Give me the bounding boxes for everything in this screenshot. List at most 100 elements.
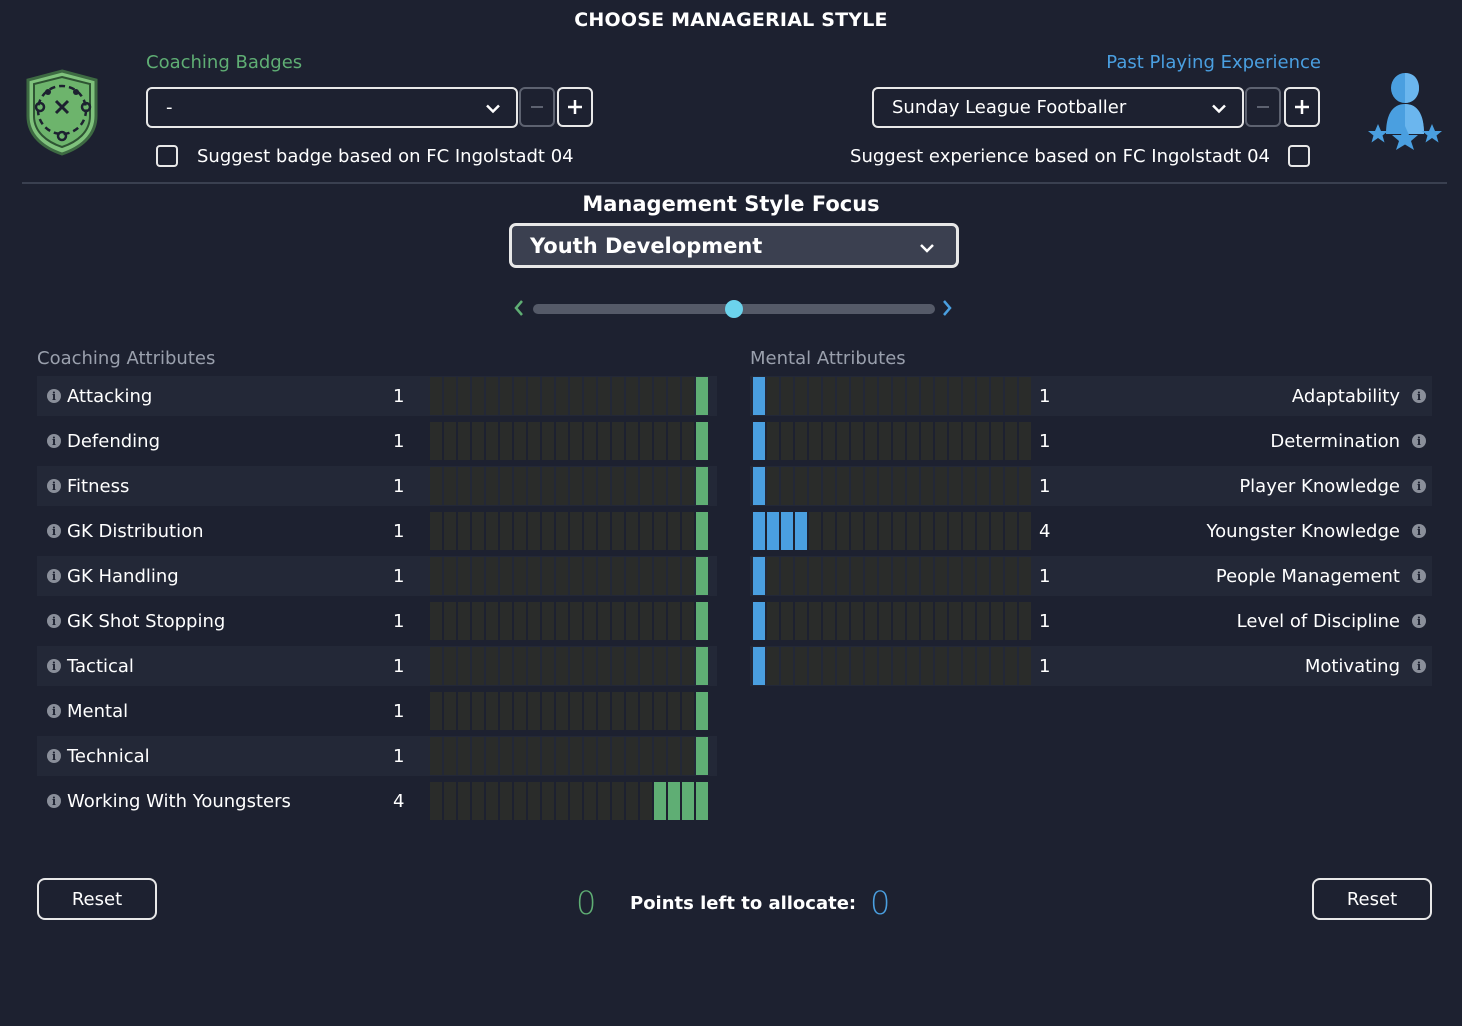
attribute-bar-segment xyxy=(570,782,582,820)
attribute-bar-segment xyxy=(584,692,596,730)
info-icon[interactable]: i xyxy=(47,524,61,538)
attribute-bar-segment xyxy=(500,467,512,505)
info-icon[interactable]: i xyxy=(1412,614,1426,628)
attribute-bar-segment xyxy=(682,647,694,685)
past-experience-increase-button[interactable] xyxy=(1284,87,1320,127)
attribute-bar-segment xyxy=(430,467,442,505)
attribute-bar-segment xyxy=(963,377,975,415)
info-icon[interactable]: i xyxy=(1412,524,1426,538)
attribute-bar-segment xyxy=(598,782,610,820)
info-icon[interactable]: i xyxy=(47,479,61,493)
attribute-bar-segment xyxy=(430,377,442,415)
attribute-bar-segment xyxy=(823,557,835,595)
attribute-bar-segment xyxy=(1019,467,1031,505)
attribute-bar-segment xyxy=(921,512,933,550)
coaching-badge-increase-button[interactable] xyxy=(557,87,593,127)
attribute-value: 1 xyxy=(1039,430,1051,452)
attribute-bar-segment xyxy=(458,647,470,685)
attribute-bar-segment xyxy=(949,557,961,595)
attribute-bar-segment xyxy=(654,467,666,505)
minus-icon xyxy=(531,106,543,108)
attribute-bar-segment xyxy=(584,647,596,685)
attribute-bar-segment xyxy=(500,557,512,595)
attribute-bar-segment xyxy=(514,557,526,595)
attribute-bar-segment xyxy=(795,422,807,460)
attribute-bar-segment xyxy=(837,422,849,460)
attribute-bar-segment xyxy=(823,377,835,415)
coaching-attribute-row: i GK Shot Stopping 1 xyxy=(37,601,717,641)
coaching-badge-decrease-button[interactable] xyxy=(519,87,555,127)
suggest-experience-checkbox[interactable] xyxy=(1288,145,1310,167)
attribute-bar-segment xyxy=(991,647,1003,685)
reset-mental-button[interactable]: Reset xyxy=(1312,878,1432,920)
attribute-value: 1 xyxy=(1039,475,1051,497)
info-icon[interactable]: i xyxy=(47,749,61,763)
attribute-name: GK Distribution xyxy=(67,520,204,542)
attribute-bar-segment xyxy=(668,647,680,685)
info-icon[interactable]: i xyxy=(47,794,61,808)
attribute-value: 1 xyxy=(1039,655,1051,677)
attribute-bar-segment xyxy=(514,647,526,685)
info-icon[interactable]: i xyxy=(47,704,61,718)
attribute-bar-segment xyxy=(767,422,779,460)
info-icon[interactable]: i xyxy=(47,434,61,448)
attribute-bar-segment xyxy=(753,647,765,685)
attribute-bar-segment xyxy=(949,512,961,550)
attribute-bar-segment xyxy=(626,692,638,730)
attribute-bar-segment xyxy=(851,422,863,460)
past-experience-label: Past Playing Experience xyxy=(1106,52,1321,73)
mental-attribute-row: 1 People Management i xyxy=(750,556,1432,596)
past-experience-dropdown[interactable]: Sunday League Footballer xyxy=(872,87,1244,128)
focus-slider-thumb[interactable] xyxy=(725,300,743,318)
attribute-bar-segment xyxy=(921,557,933,595)
info-icon[interactable]: i xyxy=(1412,434,1426,448)
attribute-bar xyxy=(430,377,708,415)
attribute-bar-segment xyxy=(514,737,526,775)
info-icon[interactable]: i xyxy=(47,614,61,628)
attribute-bar-segment xyxy=(781,422,793,460)
coaching-attribute-row: i Working With Youngsters 4 xyxy=(37,781,717,821)
attribute-bar-segment xyxy=(851,377,863,415)
past-experience-decrease-button[interactable] xyxy=(1245,87,1281,127)
management-style-focus-dropdown[interactable]: Youth Development xyxy=(509,223,959,268)
attribute-bar-segment xyxy=(823,467,835,505)
attribute-bar-segment xyxy=(486,377,498,415)
attribute-bar-segment xyxy=(640,602,652,640)
info-icon[interactable]: i xyxy=(47,389,61,403)
coaching-badge-dropdown[interactable]: - xyxy=(146,87,518,128)
attribute-bar-segment xyxy=(430,647,442,685)
attribute-name: Fitness xyxy=(67,475,130,497)
attribute-bar-segment xyxy=(640,512,652,550)
attribute-bar-segment xyxy=(879,602,891,640)
info-icon[interactable]: i xyxy=(1412,389,1426,403)
suggest-badge-checkbox[interactable] xyxy=(156,145,178,167)
info-icon[interactable]: i xyxy=(1412,659,1426,673)
mental-attributes-list: 1 Adaptability i 1 Determination i 1 Player Kno… xyxy=(750,376,1432,691)
coaching-points-left: 0 xyxy=(576,884,597,922)
attribute-bar-segment xyxy=(991,557,1003,595)
info-icon[interactable]: i xyxy=(1412,479,1426,493)
attribute-bar-segment xyxy=(444,377,456,415)
attribute-bar-segment xyxy=(598,377,610,415)
attribute-bar-segment xyxy=(696,557,708,595)
coaching-attribute-row: i Technical 1 xyxy=(37,736,717,776)
slider-right-arrow-icon[interactable] xyxy=(941,299,953,321)
attribute-bar-segment xyxy=(640,692,652,730)
attribute-name: Player Knowledge xyxy=(1239,475,1400,497)
attribute-bar-segment xyxy=(823,602,835,640)
reset-coaching-button[interactable]: Reset xyxy=(37,878,157,920)
attribute-name: Tactical xyxy=(67,655,134,677)
attribute-bar-segment xyxy=(865,647,877,685)
attribute-bar-segment xyxy=(809,557,821,595)
info-icon[interactable]: i xyxy=(47,659,61,673)
attribute-bar-segment xyxy=(472,557,484,595)
attribute-bar-segment xyxy=(1005,557,1017,595)
attribute-bar xyxy=(753,377,1031,415)
attribute-bar-segment xyxy=(865,377,877,415)
slider-left-arrow-icon[interactable] xyxy=(513,299,525,321)
attribute-bar xyxy=(430,737,708,775)
attribute-bar-segment xyxy=(570,557,582,595)
info-icon[interactable]: i xyxy=(1412,569,1426,583)
info-icon[interactable]: i xyxy=(47,569,61,583)
attribute-bar-segment xyxy=(879,377,891,415)
